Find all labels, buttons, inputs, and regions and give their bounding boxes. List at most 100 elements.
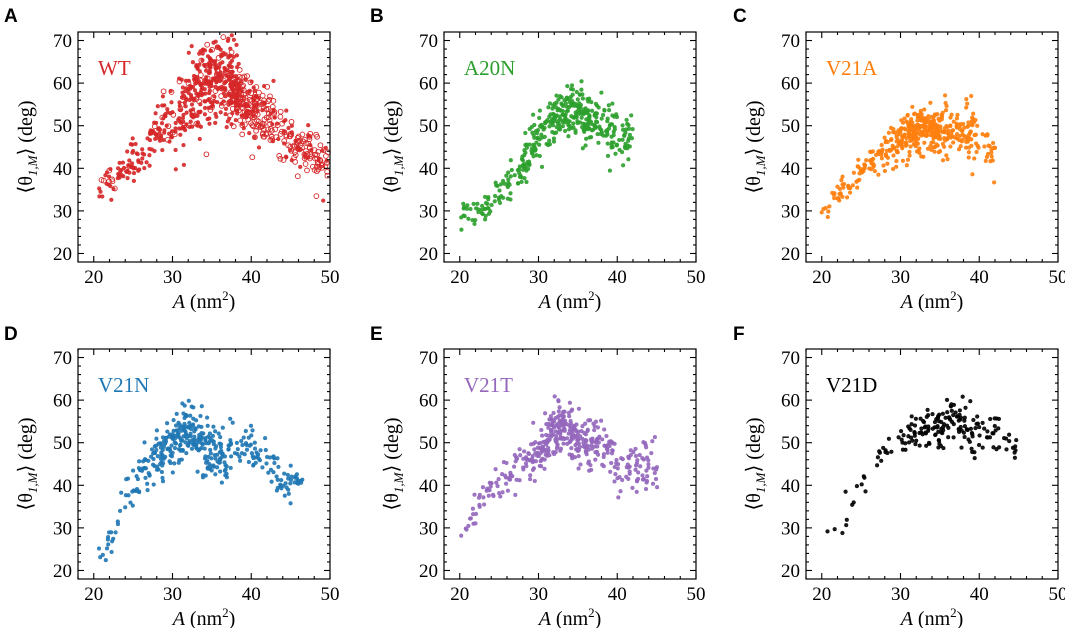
- scatter-point: [629, 113, 634, 118]
- scatter-point: [230, 87, 235, 92]
- scatter-point: [980, 445, 985, 450]
- x-axis-label: A (nm2): [171, 288, 236, 313]
- panel-letter: A: [4, 6, 18, 27]
- scatter-point: [180, 94, 187, 101]
- scatter-point: [841, 181, 847, 187]
- scatter-point: [131, 171, 137, 176]
- scatter-point: [532, 122, 537, 128]
- scatter-point: [587, 113, 592, 118]
- scatter-point: [287, 143, 294, 150]
- scatter-point: [247, 131, 252, 136]
- scatter-point: [885, 161, 890, 166]
- scatter-point: [186, 50, 191, 55]
- scatter-point: [992, 145, 997, 150]
- scatter-point: [523, 130, 528, 136]
- scatter-point: [599, 90, 604, 95]
- scatter-point: [576, 441, 582, 446]
- scatter-point: [576, 466, 581, 471]
- scatter-point: [891, 130, 896, 135]
- scatter-point: [563, 120, 568, 125]
- scatter-point: [948, 144, 953, 149]
- scatter-point: [832, 191, 837, 196]
- scatter-point: [183, 433, 188, 438]
- scatter-point: [977, 425, 982, 430]
- scatter-point: [926, 424, 931, 429]
- scatter-point: [98, 555, 103, 560]
- scatter-point: [522, 153, 527, 158]
- scatter-point: [127, 158, 132, 163]
- scatter-point: [154, 436, 159, 441]
- scatter-point: [233, 103, 238, 109]
- scatter-point: [965, 101, 970, 106]
- scatter-point: [230, 111, 235, 116]
- scatter-point: [160, 475, 165, 480]
- scatter-point: [160, 94, 165, 99]
- scatter-point: [545, 437, 550, 442]
- scatter-point: [989, 150, 994, 155]
- scatter-point: [617, 475, 622, 480]
- scatter-point: [614, 143, 619, 148]
- scatter-point: [241, 435, 246, 440]
- scatter-point: [611, 133, 616, 138]
- scatter-point: [646, 462, 651, 467]
- scatter-point: [907, 149, 912, 154]
- y-tick-label: 40: [419, 476, 438, 497]
- scatter-point: [501, 460, 506, 465]
- scatter-point: [179, 424, 184, 429]
- scatter-point: [219, 54, 224, 59]
- scatter-point: [284, 108, 289, 113]
- scatter-point: [586, 418, 591, 423]
- scatter-point: [172, 440, 177, 445]
- scatter-point: [626, 138, 631, 143]
- scatter-point: [197, 62, 202, 67]
- scatter-point: [228, 46, 233, 51]
- scatter-point: [216, 45, 222, 50]
- scatter-point: [968, 399, 973, 404]
- scatter-point: [500, 472, 505, 477]
- scatter-point: [605, 118, 610, 124]
- scatter-point: [890, 166, 896, 172]
- scatter-point: [980, 420, 985, 425]
- scatter-point: [288, 118, 295, 125]
- scatter-point: [204, 460, 209, 465]
- scatter-point: [183, 440, 188, 445]
- x-tick-label: 50: [1049, 267, 1065, 288]
- scatter-point: [534, 453, 540, 458]
- scatter-point: [542, 447, 547, 452]
- scatter-point: [970, 115, 975, 120]
- scatter-point: [903, 447, 908, 452]
- scatter-point: [908, 427, 913, 432]
- scatter-point: [210, 76, 216, 81]
- scatter-point: [211, 464, 216, 469]
- scatter-point: [165, 421, 170, 426]
- scatter-point: [936, 438, 942, 443]
- scatter-point: [226, 55, 231, 60]
- scatter-points: [825, 394, 1019, 536]
- scatter-point: [976, 442, 982, 448]
- scatter-point: [537, 108, 542, 113]
- scatter-point: [964, 139, 969, 144]
- y-tick-label: 50: [53, 433, 72, 454]
- scatter-point: [539, 122, 544, 127]
- scatter-point: [258, 448, 263, 453]
- scatter-point: [218, 435, 223, 440]
- scatter-point: [252, 134, 258, 141]
- scatter-point: [171, 131, 178, 138]
- scatter-point: [573, 443, 578, 448]
- y-tick-label: 50: [419, 116, 438, 137]
- scatter-point: [271, 454, 276, 459]
- scatter-point: [633, 467, 638, 472]
- scatter-point: [586, 108, 591, 113]
- scatter-point: [188, 92, 194, 98]
- scatter-point: [612, 464, 617, 470]
- scatter-point: [126, 493, 131, 498]
- scatter-point: [898, 127, 903, 132]
- scatter-point: [226, 91, 231, 96]
- scatter-point: [956, 418, 961, 423]
- scatter-point: [212, 94, 217, 99]
- scatter-point: [303, 140, 309, 146]
- scatter-point: [314, 133, 320, 140]
- scatter-point: [191, 107, 196, 112]
- scatter-point: [870, 161, 875, 166]
- scatter-point: [630, 127, 635, 132]
